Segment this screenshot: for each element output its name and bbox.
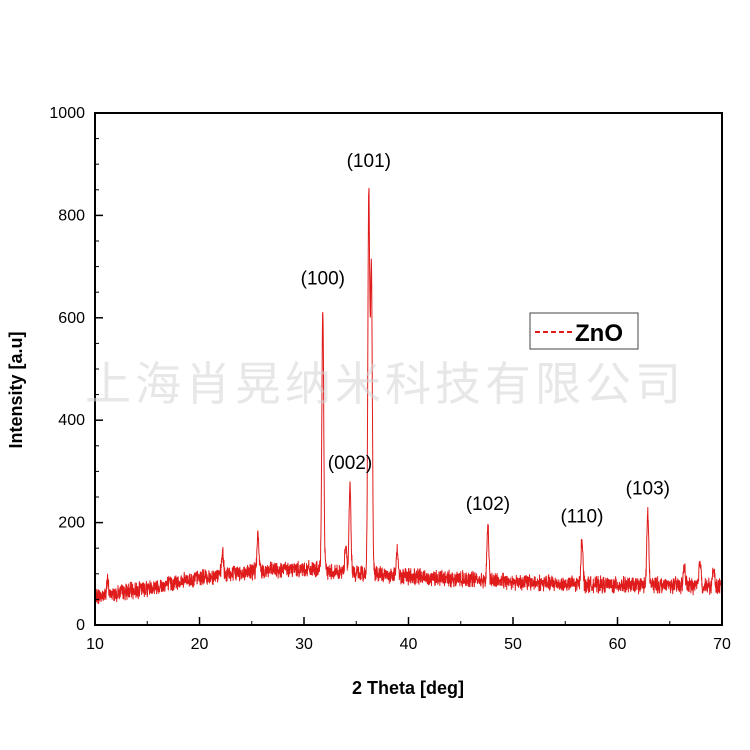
y-tick-label: 800	[58, 207, 85, 224]
peak-label: (002)	[328, 453, 372, 474]
x-axis-title: 2 Theta [deg]	[352, 678, 464, 698]
x-tick-label: 20	[191, 636, 209, 653]
y-tick-label: 1000	[49, 105, 85, 122]
x-tick-label: 30	[295, 636, 313, 653]
peak-label: (110)	[560, 507, 603, 528]
y-axis-title: Intensity [a.u]	[6, 331, 26, 448]
series-layer	[95, 187, 722, 604]
x-tick-label: 60	[609, 636, 627, 653]
y-tick-label: 200	[58, 515, 85, 532]
x-tick-label: 50	[504, 636, 522, 653]
peak-label: (102)	[466, 494, 510, 515]
y-tick-label: 0	[76, 617, 85, 634]
peak-annotations: (100) (101) (002) (102) (110) (103)	[301, 151, 670, 528]
plot-area	[95, 187, 722, 604]
legend: ZnO	[529, 312, 639, 350]
peak-label: (103)	[626, 478, 670, 499]
legend-label: ZnO	[575, 320, 623, 347]
peak-label: (101)	[347, 151, 391, 172]
watermark: 上海肖晃纳米科技有限公司	[85, 357, 685, 411]
y-tick-label: 600	[58, 310, 85, 327]
peak-label: (100)	[301, 269, 345, 290]
y-axis: 0 200 400 600 800 1000	[49, 105, 103, 634]
x-tick-label: 40	[400, 636, 418, 653]
series-line-zno	[95, 187, 722, 604]
x-tick-label: 70	[713, 636, 731, 653]
x-axis: 10 20 30 40 50 60 70	[86, 617, 731, 653]
y-tick-label: 400	[58, 412, 85, 429]
x-tick-label: 10	[86, 636, 104, 653]
